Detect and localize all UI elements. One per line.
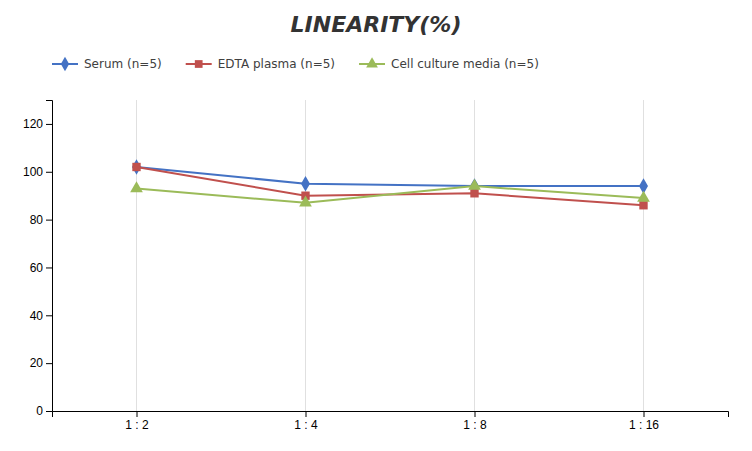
tick-label: 80 — [30, 213, 44, 227]
legend-symbol — [61, 57, 69, 71]
tick-mark — [644, 411, 645, 417]
y-tick: 80 — [30, 213, 52, 227]
tick-mark — [46, 124, 52, 125]
tick-mark — [137, 411, 138, 417]
y-tick: 120 — [23, 117, 52, 131]
tick-mark — [46, 315, 52, 316]
series — [132, 159, 648, 194]
plot: 0 20 40 60 80 100 120 1 : 2 1 : 4 1 : 8 1 : 16 — [23, 100, 729, 432]
point — [639, 201, 647, 209]
line — [137, 186, 644, 203]
point — [301, 176, 310, 192]
chart: LINEARITY(%)0204060801001201 : 21 : 41 :… — [0, 0, 752, 451]
axis-line — [53, 412, 729, 418]
y-tick: 100 — [23, 165, 52, 179]
marks — [130, 159, 650, 209]
tick-mark — [475, 411, 476, 417]
x-tick: 1 : 4 — [294, 411, 318, 432]
y-tick: 40 — [30, 309, 52, 323]
tick-mark — [306, 411, 307, 417]
y-tick: 0 — [36, 404, 52, 418]
legend-label: Serum (n=5) — [84, 57, 162, 71]
tick-label: 100 — [23, 165, 43, 179]
chart-container: LINEARITY(%)0204060801001201 : 21 : 41 :… — [0, 0, 752, 451]
line — [137, 167, 644, 186]
x-tick: 1 : 8 — [463, 411, 487, 432]
tick-mark — [46, 363, 52, 364]
tick-label: 1 : 8 — [463, 418, 487, 432]
axis-line — [46, 101, 53, 412]
title: LINEARITY(%) — [291, 12, 462, 37]
legend-label: Cell culture media (n=5) — [391, 57, 539, 71]
tick-mark — [46, 220, 52, 221]
y-axis: 0 20 40 60 80 100 120 — [23, 101, 53, 419]
point — [132, 159, 141, 175]
point — [637, 191, 650, 202]
tick-mark — [46, 411, 52, 412]
grid — [137, 100, 644, 411]
point — [132, 163, 140, 171]
x-tick: 1 : 2 — [125, 411, 149, 432]
tick-label: 1 : 16 — [629, 418, 659, 432]
legend-item: Serum (n=5) — [52, 57, 162, 71]
tick-mark — [46, 172, 52, 173]
legend-symbol — [366, 57, 378, 67]
tick-label: 0 — [36, 404, 43, 418]
x-tick: 1 : 16 — [629, 411, 659, 432]
grid-line — [136, 100, 137, 411]
grid-line — [474, 100, 475, 411]
legend-label: EDTA plasma (n=5) — [218, 57, 335, 71]
series — [132, 163, 647, 210]
grid-line — [305, 100, 306, 411]
point — [299, 196, 312, 207]
tick-label: 20 — [30, 356, 44, 370]
series — [130, 179, 650, 207]
y-tick: 20 — [30, 356, 52, 370]
tick-label: 40 — [30, 309, 44, 323]
legend-symbol — [195, 60, 203, 68]
legend-item: Cell culture media (n=5) — [359, 57, 539, 71]
y-tick: 60 — [30, 261, 52, 275]
point — [468, 179, 481, 190]
legend-item: EDTA plasma (n=5) — [186, 57, 335, 71]
tick-label: 120 — [23, 117, 43, 131]
x-axis: 1 : 2 1 : 4 1 : 8 1 : 16 — [53, 411, 729, 432]
grid-line — [643, 100, 644, 411]
tick-label: 60 — [30, 261, 44, 275]
point — [470, 189, 478, 197]
line — [137, 167, 644, 205]
legend: Serum (n=5) EDTA plasma (n=5) Cell culture… — [52, 57, 539, 71]
tick-mark — [46, 267, 52, 268]
tick-label: 1 : 2 — [125, 418, 149, 432]
tick-label: 1 : 4 — [294, 418, 318, 432]
point — [130, 181, 143, 192]
